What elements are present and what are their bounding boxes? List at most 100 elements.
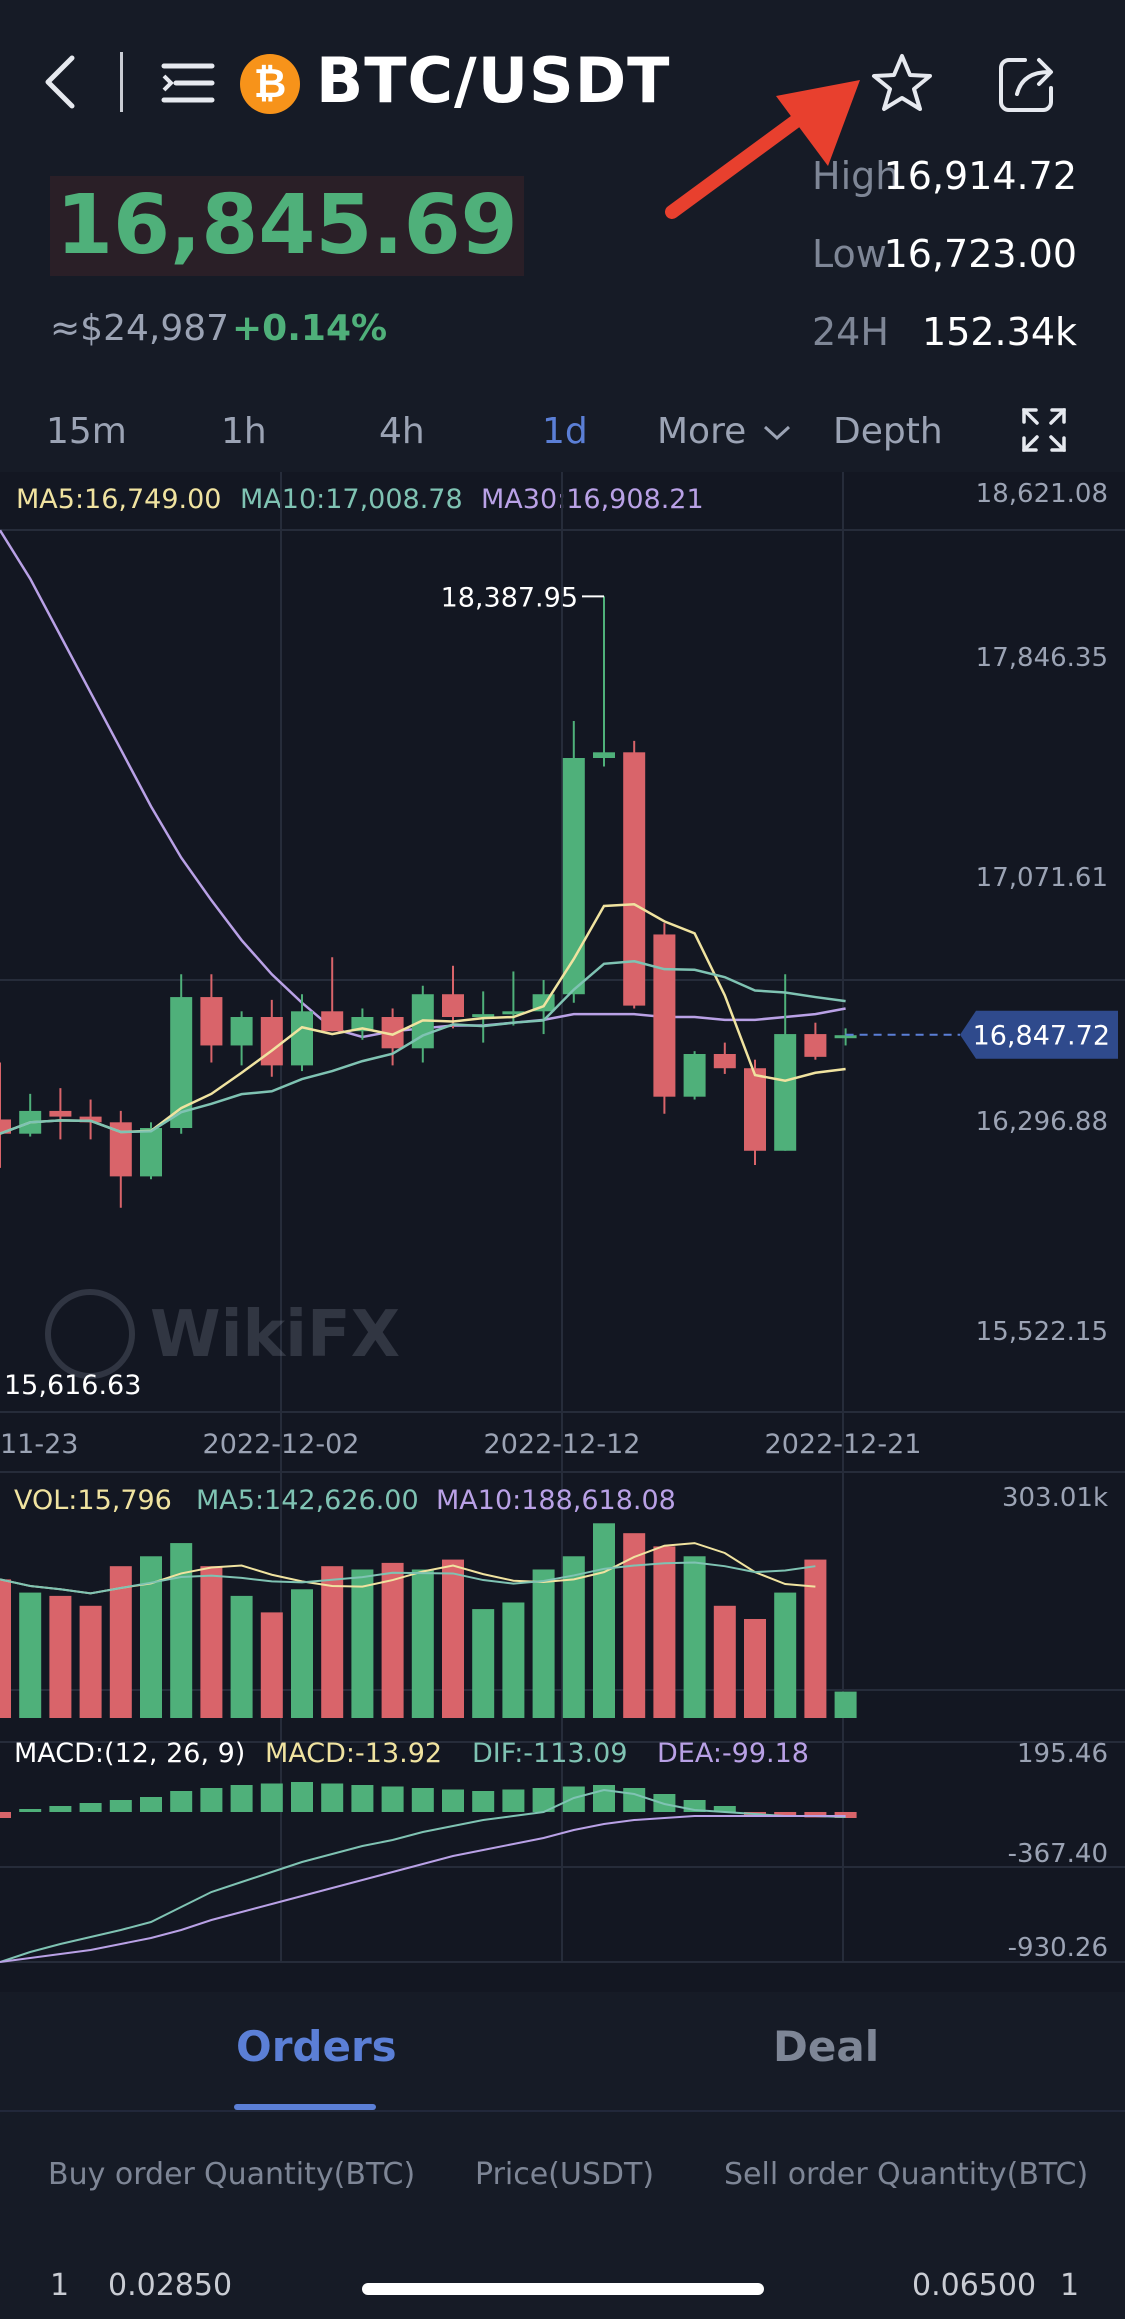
candle-body	[834, 1035, 857, 1039]
macd-bar	[79, 1803, 102, 1812]
macd-bar	[713, 1806, 736, 1812]
tab-deal[interactable]: Deal	[773, 2022, 880, 2071]
volume-bar	[653, 1546, 676, 1718]
candle-body	[653, 934, 676, 1097]
col-sell-order: Sell order	[724, 2157, 868, 2192]
y-tick-label: 17,071.61	[976, 863, 1108, 893]
candle-body	[442, 994, 464, 1017]
star-icon[interactable]	[870, 52, 934, 114]
volume-bar	[109, 1566, 132, 1718]
macd-params-legend: MACD:(12, 26, 9)	[14, 1738, 246, 1769]
macd-bar	[321, 1783, 344, 1812]
candle-body	[109, 1122, 132, 1177]
macd-bar	[562, 1786, 585, 1812]
macd-y-tick: -367.40	[1008, 1839, 1108, 1869]
dif-legend: DIF:-113.09	[472, 1738, 628, 1769]
tab-more[interactable]: More	[657, 392, 792, 472]
ma10-legend: MA10:17,008.78	[240, 484, 463, 515]
candle-body	[291, 1011, 313, 1066]
tab-15m[interactable]: 15m	[46, 411, 127, 452]
annotation-arrow-icon	[665, 80, 860, 219]
current-price-tag	[960, 1010, 1118, 1059]
volume-bar	[593, 1523, 615, 1718]
tab-1h[interactable]: 1h	[221, 411, 267, 452]
candle-body	[623, 752, 646, 1006]
menu-icon[interactable]	[160, 60, 216, 106]
col-buy-order: Buy order	[48, 2157, 195, 2192]
back-icon[interactable]	[40, 52, 80, 112]
volume-bar	[200, 1566, 223, 1718]
fullscreen-icon[interactable]	[1020, 406, 1068, 454]
volume-bar	[502, 1602, 525, 1718]
chevron-down-icon	[763, 425, 790, 441]
candle-body	[351, 1016, 374, 1032]
volume-bar	[260, 1612, 283, 1718]
macd-bar	[351, 1785, 374, 1812]
price-change: +0.14%	[232, 308, 388, 349]
orders-panel	[0, 1992, 1125, 2319]
x-tick-label: 11-23	[0, 1429, 78, 1460]
order-row-index: 1	[50, 2268, 70, 2303]
macd-bar	[19, 1809, 42, 1812]
pair-title[interactable]: BTC/USDT	[316, 44, 671, 117]
tab-1d[interactable]: 1d	[542, 411, 588, 452]
vol-24h-label: 24H	[812, 310, 889, 354]
y-tick-label: 18,621.08	[976, 479, 1108, 509]
low-label: Low	[812, 232, 887, 276]
ma10-line	[0, 959, 846, 1135]
col-price: Price(USDT)	[475, 2157, 655, 2192]
macd-bar	[381, 1786, 404, 1812]
svg-text:WikiFX: WikiFX	[150, 1298, 400, 1372]
macd-bar	[140, 1797, 162, 1812]
macd-y-tick: 195.46	[1017, 1739, 1108, 1769]
volume-bar	[230, 1595, 253, 1718]
header-divider	[120, 52, 123, 112]
tab-more-label: More	[657, 411, 747, 452]
volume-bar	[744, 1618, 766, 1718]
volume-bar	[472, 1609, 495, 1718]
ma30-line	[0, 529, 846, 1039]
ma5-legend: MA5:16,749.00	[16, 484, 222, 515]
tab-depth[interactable]: Depth	[833, 411, 943, 452]
candle-body	[260, 1016, 283, 1066]
share-icon[interactable]	[995, 50, 1061, 116]
tab-4h[interactable]: 4h	[379, 411, 425, 452]
tab-orders[interactable]: Orders	[236, 2022, 397, 2071]
low-value: 16,723.00	[883, 232, 1077, 276]
macd-bar	[804, 1812, 827, 1818]
candle-body	[683, 1053, 706, 1097]
high-value: 16,914.72	[883, 154, 1077, 198]
kline-chart[interactable]: WikiFX 303.01k 195.46 -367.40 -930.26 18,6…	[0, 472, 1125, 1992]
dea-legend: DEA:-99.18	[657, 1738, 809, 1769]
macd-bar	[411, 1788, 434, 1812]
timeframe-bar: 15m 1h 4h 1d More Depth	[0, 392, 1125, 472]
macd-bar	[200, 1788, 223, 1812]
vol-legend: VOL:15,796	[14, 1485, 172, 1516]
vol-ma10-line	[0, 1561, 816, 1595]
candle-body	[804, 1034, 827, 1057]
volume-bar	[683, 1556, 706, 1718]
y-tick-label: 15,522.15	[976, 1317, 1108, 1347]
last-price: 16,845.69	[50, 176, 524, 276]
candle-body	[200, 997, 223, 1046]
home-indicator[interactable]	[362, 2283, 764, 2295]
x-tick-label: 2022-12-02	[203, 1429, 360, 1460]
x-tick-label: 2022-12-12	[484, 1429, 641, 1460]
order-row-buy-qty: 0.02850	[108, 2268, 233, 2303]
volume-bar	[291, 1589, 313, 1718]
macd-bar	[502, 1789, 525, 1812]
volume-bar	[532, 1569, 555, 1718]
macd-bar	[230, 1785, 253, 1812]
order-row-sell-qty: 0.06500	[912, 2268, 1037, 2303]
bitcoin-logo: ₿	[240, 54, 300, 114]
dea-line	[0, 1815, 846, 1963]
macd-bar	[0, 1812, 11, 1818]
volume-bar	[351, 1569, 374, 1718]
candle-body	[381, 1016, 404, 1049]
wikifx-watermark: WikiFX	[45, 1289, 400, 1379]
macd-bar	[260, 1783, 283, 1812]
current-price-label: 16,847.72	[973, 1021, 1110, 1052]
volume-bar	[562, 1556, 585, 1718]
col-buy-quantity: Quantity(BTC)	[204, 2157, 416, 2192]
macd-bar	[623, 1788, 646, 1812]
